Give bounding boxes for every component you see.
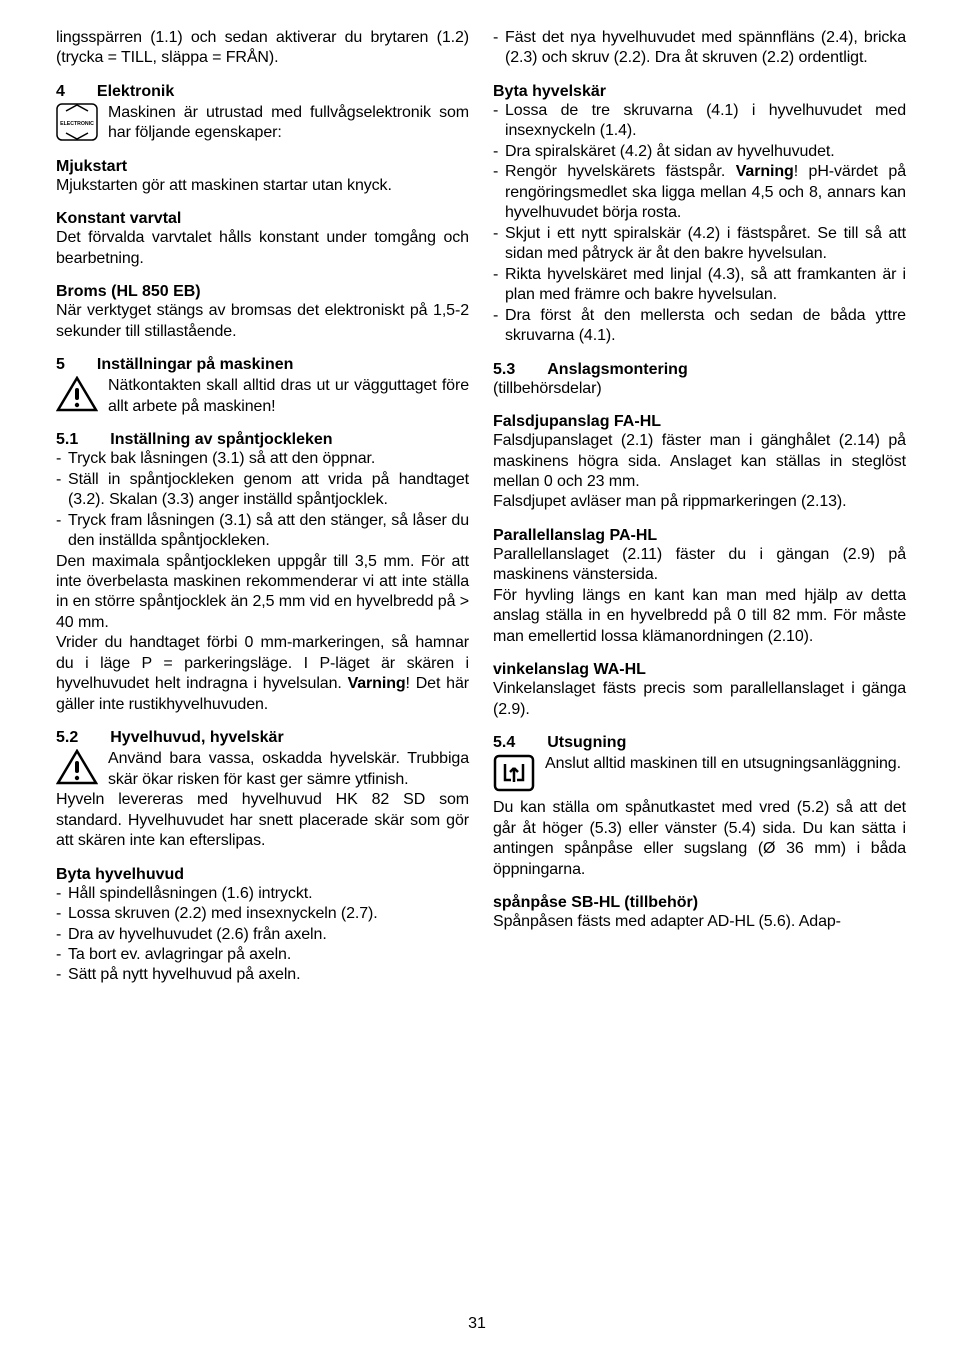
warning-icon — [56, 376, 98, 414]
byta-hyvelskar-heading: Byta hyvelskär — [493, 83, 906, 101]
parallell-p1: Parallellanslaget (2.11) fäster du i gän… — [493, 545, 906, 586]
s51-paragraph-2: Vrider du handtaget förbi 0 mm-markering… — [56, 633, 469, 715]
broms-body: När verktyget stängs av bromsas det elek… — [56, 301, 469, 342]
konstant-body: Det förvalda varvtalet hålls konstant un… — [56, 228, 469, 269]
section-5-header: 5 Inställningar på maskinen — [56, 356, 469, 374]
falsdjup-p1: Falsdjupanslaget (2.1) fäster man i gäng… — [493, 431, 906, 492]
section-5-4-body: Anslut alltid maskinen till en utsugning… — [545, 754, 901, 792]
svg-text:ELECTRONIC: ELECTRONIC — [60, 121, 94, 127]
section-5-1-title: Inställning av spåntjockleken — [110, 431, 332, 449]
s52-paragraph: Hyveln levereras med hyvelhuvud HK 82 SD… — [56, 790, 469, 851]
list-item: Tryck fram låsningen (3.1) så att den st… — [56, 511, 469, 552]
falsdjup-heading: Falsdjupanslag FA-HL — [493, 413, 906, 431]
section-5-title: Inställningar på maskinen — [97, 356, 294, 374]
list-item: Dra först åt den mellersta och sedan de … — [493, 306, 906, 347]
mjukstart-heading: Mjukstart — [56, 158, 469, 176]
s54-paragraph: Du kan ställa om spånutkastet med vred (… — [493, 798, 906, 880]
list-item: Ta bort ev. avlagringar på axeln. — [56, 945, 469, 965]
section-5-1-header: 5.1 Inställning av spåntjockleken — [56, 431, 469, 449]
list-item: Håll spindellåsningen (1.6) intryckt. — [56, 884, 469, 904]
section-5-1-number: 5.1 — [56, 431, 78, 449]
list-item: Rengör hyvelskärets fästspår. Varning! p… — [493, 162, 906, 223]
section-5-3-header: 5.3 Anslagsmontering — [493, 361, 906, 379]
konstant-heading: Konstant varvtal — [56, 210, 469, 228]
section-5-3-number: 5.3 — [493, 361, 515, 379]
section-5-4-title: Utsugning — [547, 734, 626, 752]
vinkel-body: Vinkelanslaget fästs precis som parallel… — [493, 679, 906, 720]
list-item: Dra av hyvelhuvudet (2.6) från axeln. — [56, 925, 469, 945]
section-4-body: Maskinen är utrustad med fullvågselektro… — [108, 103, 469, 144]
list-item: Rikta hyvelskäret med linjal (4.3), så a… — [493, 265, 906, 306]
vinkel-heading: vinkelanslag WA-HL — [493, 661, 906, 679]
section-5-3-title: Anslagsmontering — [547, 361, 687, 379]
parallell-heading: Parallellanslag PA-HL — [493, 527, 906, 545]
section-5-2-title: Hyvelhuvud, hyvelskär — [110, 729, 283, 747]
list-item: Sätt på nytt hyvelhuvud på axeln. — [56, 965, 469, 985]
list-item: Dra spiralskäret (4.2) åt sidan av hyvel… — [493, 142, 906, 162]
section-4-number: 4 — [56, 83, 65, 101]
list-item: Lossa skruven (2.2) med insexnyckeln (2.… — [56, 904, 469, 924]
section-5-2-header: 5.2 Hyvelhuvud, hyvelskär — [56, 729, 469, 747]
page-number: 31 — [0, 1315, 954, 1333]
section-4-title: Elektronik — [97, 83, 174, 101]
section-5-4-header: 5.4 Utsugning — [493, 734, 906, 752]
warning-icon — [56, 749, 98, 787]
list-item: Lossa de tre skruvarna (4.1) i hyvelhuvu… — [493, 101, 906, 142]
list-item: Fäst det nya hyvelhuvudet med spännfläns… — [493, 28, 906, 69]
parallell-p2: För hyvling längs en kant kan man med hj… — [493, 586, 906, 647]
falsdjup-p2: Falsdjupet avläser man på rippmarkeringe… — [493, 492, 906, 512]
spanpase-body: Spånpåsen fästs med adapter AD-HL (5.6).… — [493, 912, 906, 932]
byta-hyvelhuvud-heading: Byta hyvelhuvud — [56, 866, 469, 884]
spanpase-heading: spånpåse SB-HL (tillbehör) — [493, 894, 906, 912]
mjukstart-body: Mjukstarten gör att maskinen startar uta… — [56, 176, 469, 196]
broms-heading: Broms (HL 850 EB) — [56, 283, 469, 301]
list-item: Tryck bak låsningen (3.1) så att den öpp… — [56, 449, 469, 469]
intro-paragraph: lingsspärren (1.1) och sedan aktiverar d… — [56, 28, 469, 69]
section-5-number: 5 — [56, 356, 65, 374]
electronic-icon: ELECTRONIC — [56, 103, 98, 141]
section-5-2-body: Använd bara vassa, oskadda hyvelskär. Tr… — [108, 749, 469, 790]
s53-subtitle: (tillbehörsdelar) — [493, 379, 906, 399]
list-item: Ställ in spåntjockleken genom att vrida … — [56, 470, 469, 511]
section-5-2-number: 5.2 — [56, 729, 78, 747]
section-4-header: 4 Elektronik — [56, 83, 469, 101]
s51-paragraph-1: Den maximala spåntjockleken uppgår till … — [56, 552, 469, 634]
extraction-icon — [493, 754, 535, 792]
section-5-4-number: 5.4 — [493, 734, 515, 752]
list-item: Skjut i ett nytt spiralskär (4.2) i fäst… — [493, 224, 906, 265]
section-5-body: Nätkontakten skall alltid dras ut ur väg… — [108, 376, 469, 417]
